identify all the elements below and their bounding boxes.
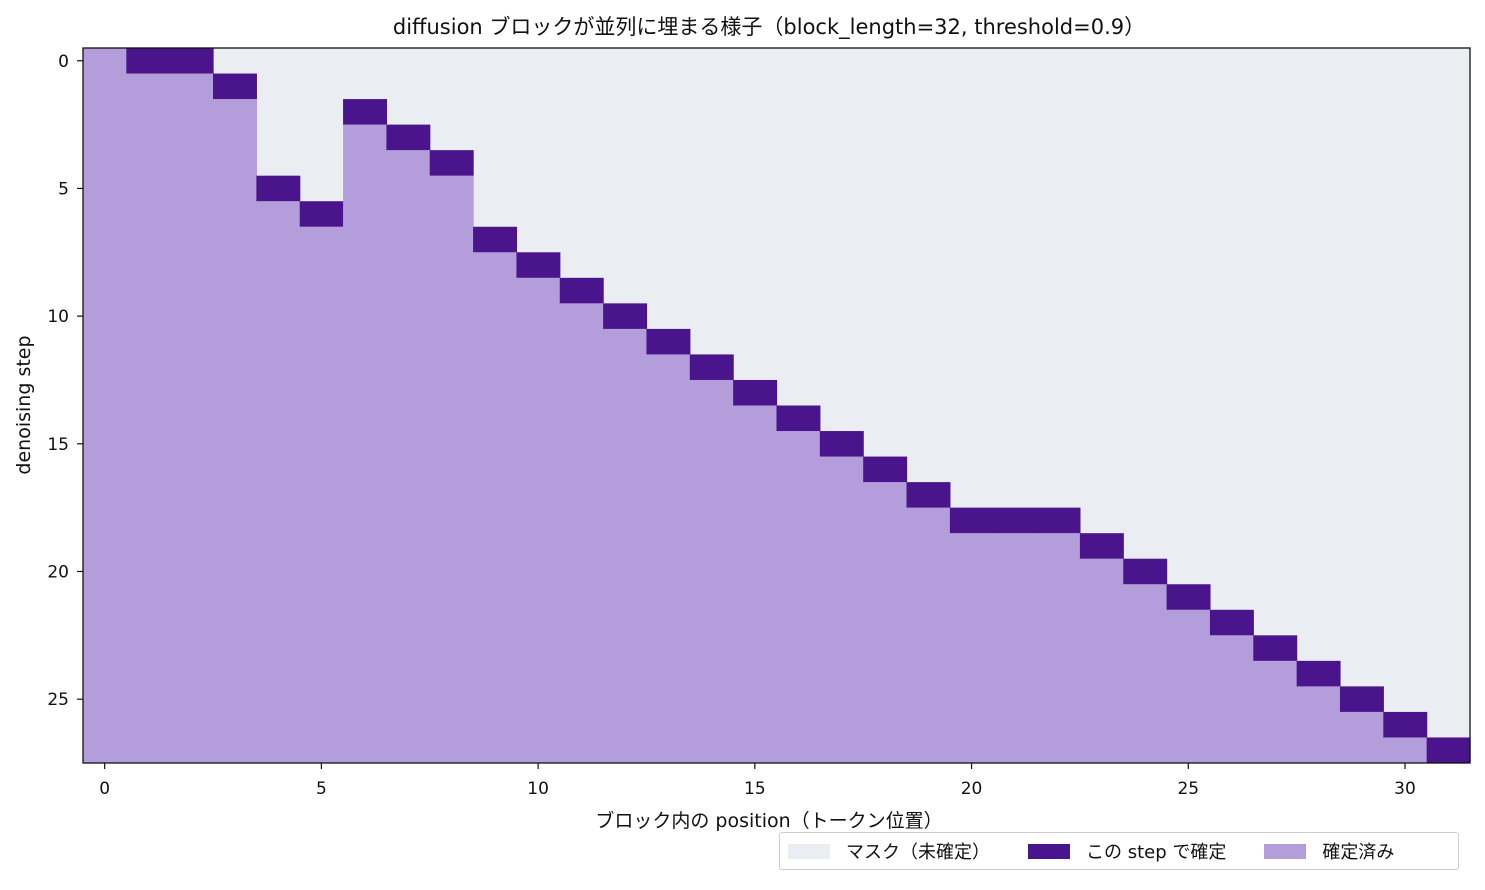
decoded-cell-column xyxy=(776,431,821,763)
decoded-this-step-cell xyxy=(1079,533,1124,559)
decoded-this-step-cell xyxy=(819,431,864,457)
decoded-cell-column xyxy=(863,482,908,763)
legend-label-decoded: 確定済み xyxy=(1322,842,1395,863)
decoded-this-step-cell xyxy=(169,48,214,74)
decoded-this-step-cell xyxy=(1296,660,1341,687)
decoded-this-step-cell xyxy=(1036,507,1081,534)
legend-item-decoded-this-step: この step で確定 xyxy=(1028,838,1226,864)
decoded-cell-column xyxy=(733,405,778,763)
plot-frame xyxy=(82,47,1471,764)
decoded-this-step-cell xyxy=(689,354,734,380)
decoded-cell-column xyxy=(213,99,257,763)
decoded-cell-column xyxy=(949,533,994,763)
decoded-cell-column xyxy=(906,507,951,763)
decoded-this-step-cell xyxy=(126,48,171,74)
decoded-this-step-cell xyxy=(343,99,387,125)
decoded-cell-column xyxy=(473,252,518,764)
legend-swatch-decoded xyxy=(1264,843,1307,859)
legend-swatch-decoded-this-step xyxy=(1028,843,1070,859)
decoded-cell-column xyxy=(83,48,127,763)
decoded-this-step-cell xyxy=(1209,609,1254,636)
decoded-this-step-cell xyxy=(949,507,994,534)
decoded-cell-column xyxy=(559,303,604,763)
decoded-cell-column xyxy=(516,277,561,763)
decoded-cell-column xyxy=(343,124,387,764)
decoded-cell-column xyxy=(386,150,431,763)
decoded-cell-column xyxy=(1036,533,1081,763)
decoded-this-step-cell xyxy=(473,226,518,253)
y-tick-label: 20 xyxy=(47,562,69,582)
x-axis-label: ブロック内の position（トークン位置） xyxy=(595,809,942,832)
legend-item-masked: マスク（未確定） xyxy=(788,838,990,864)
decoded-cell-column xyxy=(126,73,171,764)
x-tick-label: 20 xyxy=(961,779,983,799)
decoded-this-step-cell xyxy=(1166,584,1211,610)
decoded-this-step-cell xyxy=(299,201,344,227)
decoded-cell-column xyxy=(169,73,214,764)
decoded-this-step-cell xyxy=(776,405,821,432)
x-tick-label: 10 xyxy=(527,779,549,799)
decoded-this-step-cell xyxy=(256,175,301,202)
legend-label-masked: マスク（未確定） xyxy=(846,842,990,863)
x-tick-label: 25 xyxy=(1177,779,1199,799)
decoded-this-step-cell xyxy=(516,252,561,278)
heatmap-cells xyxy=(83,48,1471,764)
x-tick-label: 5 xyxy=(316,779,327,799)
y-tick-label: 10 xyxy=(47,307,69,327)
decoded-cell-column xyxy=(993,533,1038,763)
decoded-this-step-cell xyxy=(733,379,778,406)
legend-label-decoded-this-step: この step で確定 xyxy=(1086,842,1227,863)
decoded-cell-column xyxy=(819,456,864,763)
decoded-this-step-cell xyxy=(1383,711,1428,738)
decoded-cell-column xyxy=(1166,609,1211,763)
decoded-this-step-cell xyxy=(646,328,691,355)
decoded-this-step-cell xyxy=(1253,635,1298,661)
x-axis: 0 5 10 15 20 25 30 xyxy=(99,763,1416,799)
decoded-this-step-cell xyxy=(993,507,1038,534)
decoded-this-step-cell xyxy=(603,303,648,329)
y-axis: 0 5 10 15 20 25 xyxy=(47,52,83,710)
decoded-cell-column xyxy=(256,201,301,763)
x-tick-label: 30 xyxy=(1394,779,1416,799)
decoded-this-step-cell xyxy=(559,277,604,304)
decoded-cell-column xyxy=(299,226,344,763)
y-axis-label: denoising step xyxy=(13,335,35,474)
y-tick-label: 15 xyxy=(47,435,69,455)
decoded-cell-column xyxy=(689,379,734,763)
decoded-this-step-cell xyxy=(429,150,474,176)
x-tick-label: 0 xyxy=(99,779,110,799)
y-tick-label: 0 xyxy=(58,52,69,72)
decoded-this-step-cell xyxy=(213,73,257,100)
decoded-this-step-cell xyxy=(906,482,951,508)
legend: マスク（未確定） この step で確定 確定済み xyxy=(779,832,1459,870)
decoded-cell-column xyxy=(1079,558,1124,763)
decoded-cell-column xyxy=(603,328,648,763)
x-tick-label: 15 xyxy=(744,779,766,799)
decoded-this-step-cell xyxy=(1426,737,1471,763)
decoded-this-step-cell xyxy=(863,456,908,483)
legend-item-decoded: 確定済み xyxy=(1264,838,1394,864)
decoded-cell-column xyxy=(1253,660,1298,763)
decoded-this-step-cell xyxy=(386,124,431,151)
decoded-cell-column xyxy=(1339,711,1384,763)
decoded-this-step-cell xyxy=(1123,558,1168,585)
decoded-cell-column xyxy=(1383,737,1428,763)
legend-swatch-masked xyxy=(788,843,830,859)
chart-title: diffusion ブロックが並列に埋まる様子（block_length=32,… xyxy=(393,15,1145,40)
decoded-cell-column xyxy=(1209,635,1254,763)
decoded-cell-column xyxy=(646,354,691,763)
decoded-cell-column xyxy=(1296,686,1341,763)
y-tick-label: 5 xyxy=(58,179,69,199)
decoded-cell-column xyxy=(429,175,474,763)
decoded-cell-column xyxy=(1123,584,1168,763)
decoded-this-step-cell xyxy=(1339,686,1384,712)
y-tick-label: 25 xyxy=(47,690,69,710)
